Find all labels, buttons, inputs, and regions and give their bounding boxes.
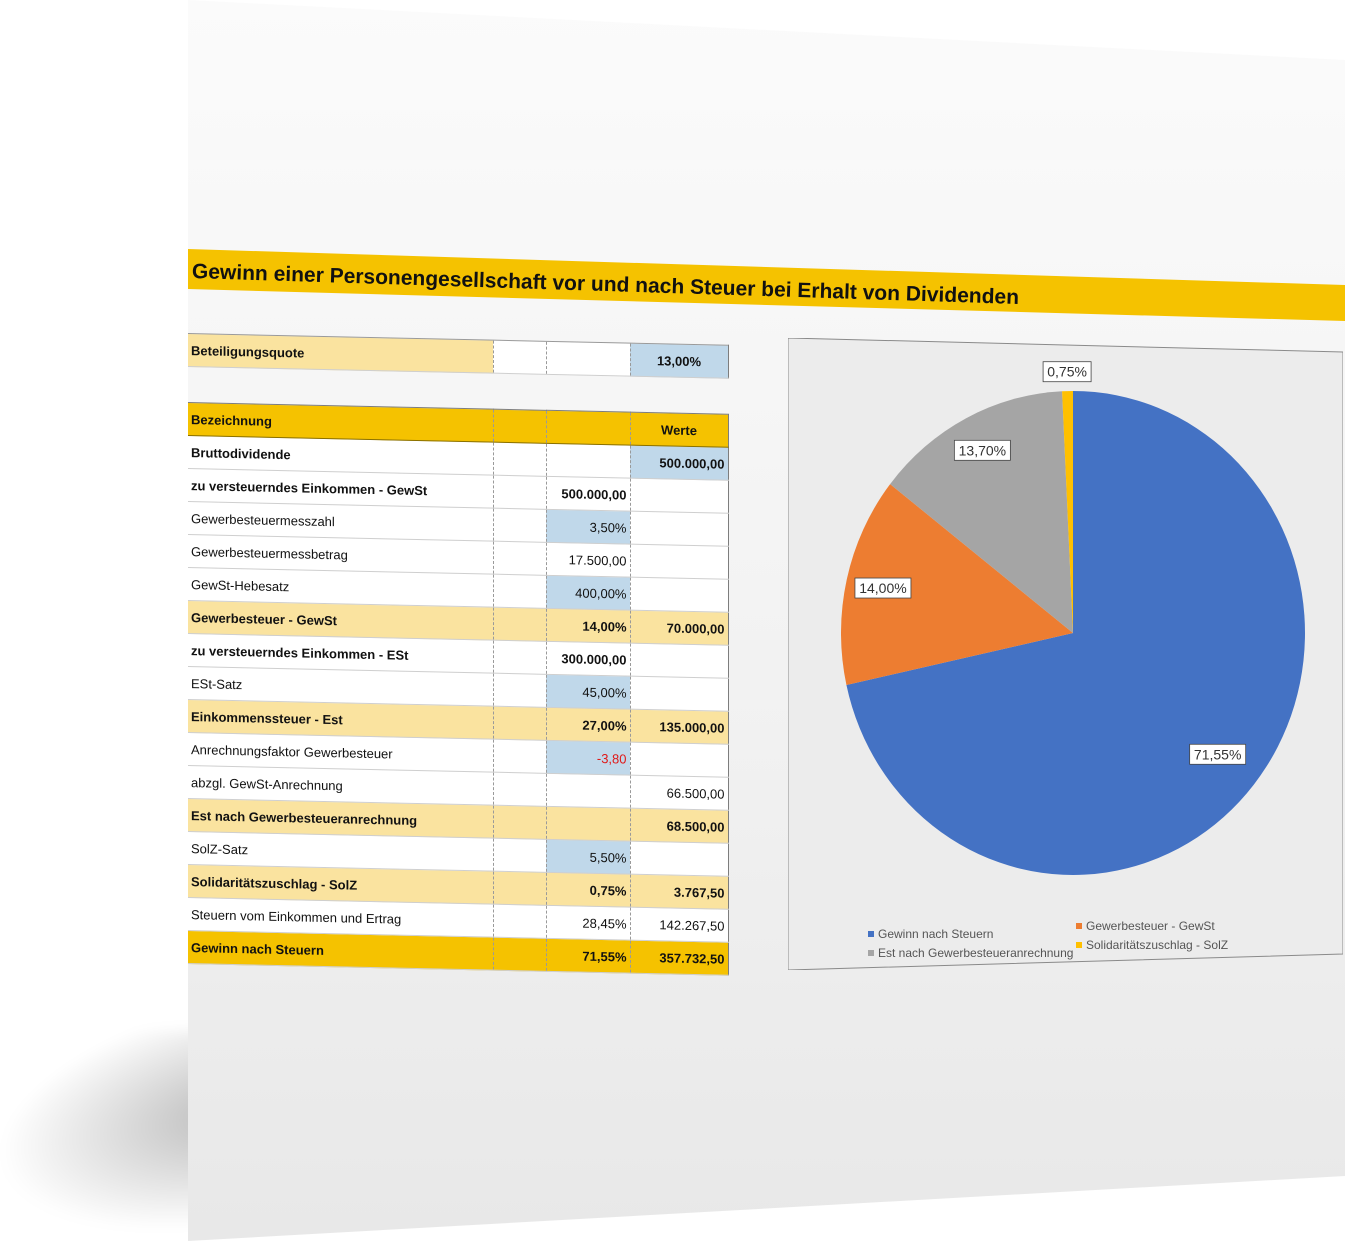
row-empty [493,937,546,972]
row-empty [493,805,546,840]
main-table-wrap: Bezeichnung Werte Bruttodividende 500.000… [188,402,729,976]
row-empty [493,838,546,873]
row-empty [493,640,546,675]
legend-swatch [868,950,874,956]
slice-solz [1062,391,1073,633]
row-value-amount: 70.000,00 [630,610,728,646]
row-empty [493,739,546,774]
row-empty [493,607,546,642]
row-value-percent: 27,00% [546,707,630,743]
row-value-percent: 28,45% [546,905,630,941]
data-label: 0,75% [1042,361,1092,383]
data-label-text: 14,00% [859,580,906,596]
row-value-amount [630,841,728,877]
header-empty-1 [493,409,546,444]
row-empty [493,541,546,576]
row-empty [493,475,546,510]
row-empty [493,442,546,477]
row-value-amount: 142.267,50 [630,907,728,943]
row-empty [493,574,546,609]
row-value-amount: 135.000,00 [630,709,728,745]
row-value-percent [546,806,630,842]
row-value-amount [630,742,728,778]
legend-swatch [868,931,874,937]
legend-item: Solidaritätszuschlag - SolZ [1076,938,1228,952]
data-label: 13,70% [953,439,1011,461]
row-empty [493,904,546,939]
main-table: Bezeichnung Werte Bruttodividende 500.000… [188,402,729,976]
row-value-amount[interactable]: 500.000,00 [630,445,728,481]
row-label: Gewinn nach Steuern [188,930,493,971]
row-value-percent[interactable]: 400,00% [546,575,630,611]
row-value-percent: 71,55% [546,938,630,974]
legend-swatch [1076,942,1082,948]
row-value-amount [630,511,728,547]
row-value-amount [630,676,728,712]
data-label-box [854,577,912,599]
row-empty [493,673,546,708]
header-werte: Werte [630,412,728,448]
legend-item: Gewerbesteuer - GewSt [1076,919,1215,933]
row-value-amount: 68.500,00 [630,808,728,844]
row-value-percent[interactable]: 45,00% [546,674,630,710]
row-value-percent: 500.000,00 [546,476,630,512]
data-label-text: 13,70% [959,442,1006,458]
slice-gewst [841,484,1073,686]
data-label-box [1189,743,1247,765]
beteiligung-empty-2 [546,341,630,377]
data-label-box [953,439,1011,461]
pie-chart: 71,55% 14,00% 13,70% 0,75% Gewinn nach Steu… [787,337,1344,971]
row-value-percent: 17.500,00 [546,542,630,578]
legend-item: Gewinn nach Steuern [868,927,993,941]
header-empty-2 [546,410,630,446]
row-value-amount [630,478,728,514]
legend-label: Solidaritätszuschlag - SolZ [1086,938,1228,952]
row-empty [493,871,546,906]
legend-label: Est nach Gewerbesteueranrechnung [878,946,1073,960]
data-label-text: 0,75% [1047,364,1087,380]
row-empty [493,706,546,741]
row-empty [493,508,546,543]
row-value-percent [546,773,630,809]
row-value-amount [630,577,728,613]
legend-swatch [1076,923,1082,929]
row-value-percent[interactable]: 5,50% [546,839,630,875]
row-value-amount: 66.500,00 [630,775,728,811]
row-value-amount [630,643,728,679]
row-value-percent: 300.000,00 [546,641,630,677]
row-empty [493,772,546,807]
row-value-amount [630,544,728,580]
data-label-text: 71,55% [1194,746,1241,762]
legend-label: Gewinn nach Steuern [878,927,993,941]
beteiligung-value[interactable]: 13,00% [630,343,728,379]
data-label: 14,00% [854,577,912,599]
beteiligung-empty-1 [493,340,546,375]
row-value-percent: 14,00% [546,608,630,644]
data-label: 71,55% [1189,743,1247,765]
legend-item: Est nach Gewerbesteueranrechnung [868,946,1073,960]
main-table-body: Bezeichnung Werte Bruttodividende 500.000… [188,402,728,976]
row-value-percent[interactable]: 3,50% [546,509,630,545]
pie-labels: 71,55% 14,00% 13,70% 0,75% [854,361,1247,765]
pie-legend: Gewinn nach Steuern Gewerbesteuer - GewSt… [868,919,1228,960]
slice-est [890,391,1073,633]
row-value-percent[interactable]: -3,80 [546,740,630,776]
row-value-percent: 0,75% [546,872,630,908]
beteiligung-label: Beteiligungsquote [188,333,493,374]
row-value-amount: 3.767,50 [630,874,728,910]
legend-label: Gewerbesteuer - GewSt [1086,919,1215,933]
data-label-box [1042,361,1092,383]
row-value-percent [546,443,630,479]
row-value-amount: 357.732,50 [630,940,728,976]
pie-chart-svg: 71,55% 14,00% 13,70% 0,75% Gewinn nach Steu… [787,337,1344,971]
pie-slices [841,391,1305,875]
